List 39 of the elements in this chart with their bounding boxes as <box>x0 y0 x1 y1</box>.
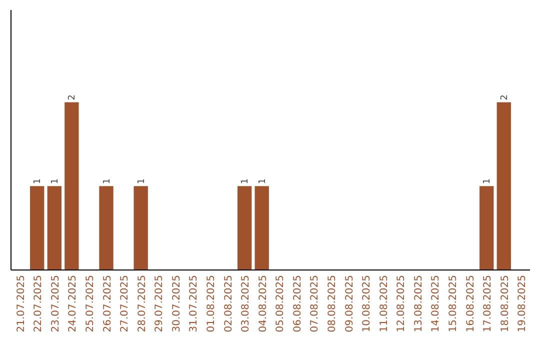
x-tick-label: 29.07.2025 <box>154 275 166 332</box>
x-tick-label: 10.08.2025 <box>362 275 373 332</box>
x-tick-label: 09.08.2025 <box>344 275 356 332</box>
x-tick-label: 03.08.2025 <box>240 275 252 332</box>
data-label: 1 <box>258 178 268 184</box>
x-tick-label: 07.08.2025 <box>310 275 321 332</box>
x-tick-label: 02.08.2025 <box>223 275 234 332</box>
x-tick-label: 28.07.2025 <box>136 275 148 332</box>
x-tick-label: 12.08.2025 <box>396 275 408 332</box>
x-tick-label: 17.08.2025 <box>482 275 494 332</box>
x-tick-label: 25.07.2025 <box>84 275 96 332</box>
x-tick-label: 22.07.2025 <box>33 275 44 332</box>
x-tick-label: 11.08.2025 <box>378 275 390 332</box>
data-label: 1 <box>482 178 493 184</box>
x-tick-label: 14.08.2025 <box>430 275 442 332</box>
x-tick-label: 08.08.2025 <box>327 275 338 332</box>
x-tick-label: 30.07.2025 <box>171 275 182 332</box>
data-label: 2 <box>500 94 510 100</box>
x-tick-label: 27.07.2025 <box>120 275 131 332</box>
x-tick-label: 31.07.2025 <box>188 275 200 332</box>
x-tick-label: 13.08.2025 <box>413 275 424 332</box>
x-tick-label: 23.07.2025 <box>50 275 62 332</box>
x-tick-label: 04.08.2025 <box>258 275 269 332</box>
x-tick-label: 06.08.2025 <box>292 275 304 332</box>
x-tick-label: 24.07.2025 <box>68 275 79 332</box>
x-tick-label: 01.08.2025 <box>206 275 217 332</box>
data-label: 1 <box>33 178 44 184</box>
data-label: 2 <box>68 94 78 100</box>
data-label: 1 <box>102 178 112 184</box>
x-tick-label: 05.08.2025 <box>275 275 286 332</box>
x-tick-label: 21.07.2025 <box>16 275 27 332</box>
data-label: 1 <box>50 178 60 184</box>
x-tick-label: 18.08.2025 <box>500 275 511 332</box>
x-tick-label: 19.08.2025 <box>517 275 528 332</box>
x-tick-label: 15.08.2025 <box>448 275 460 332</box>
data-label: 1 <box>136 178 147 184</box>
x-tick-label: 26.07.2025 <box>102 275 114 332</box>
x-tick-label: 16.08.2025 <box>465 275 476 332</box>
data-label: 1 <box>240 178 251 184</box>
